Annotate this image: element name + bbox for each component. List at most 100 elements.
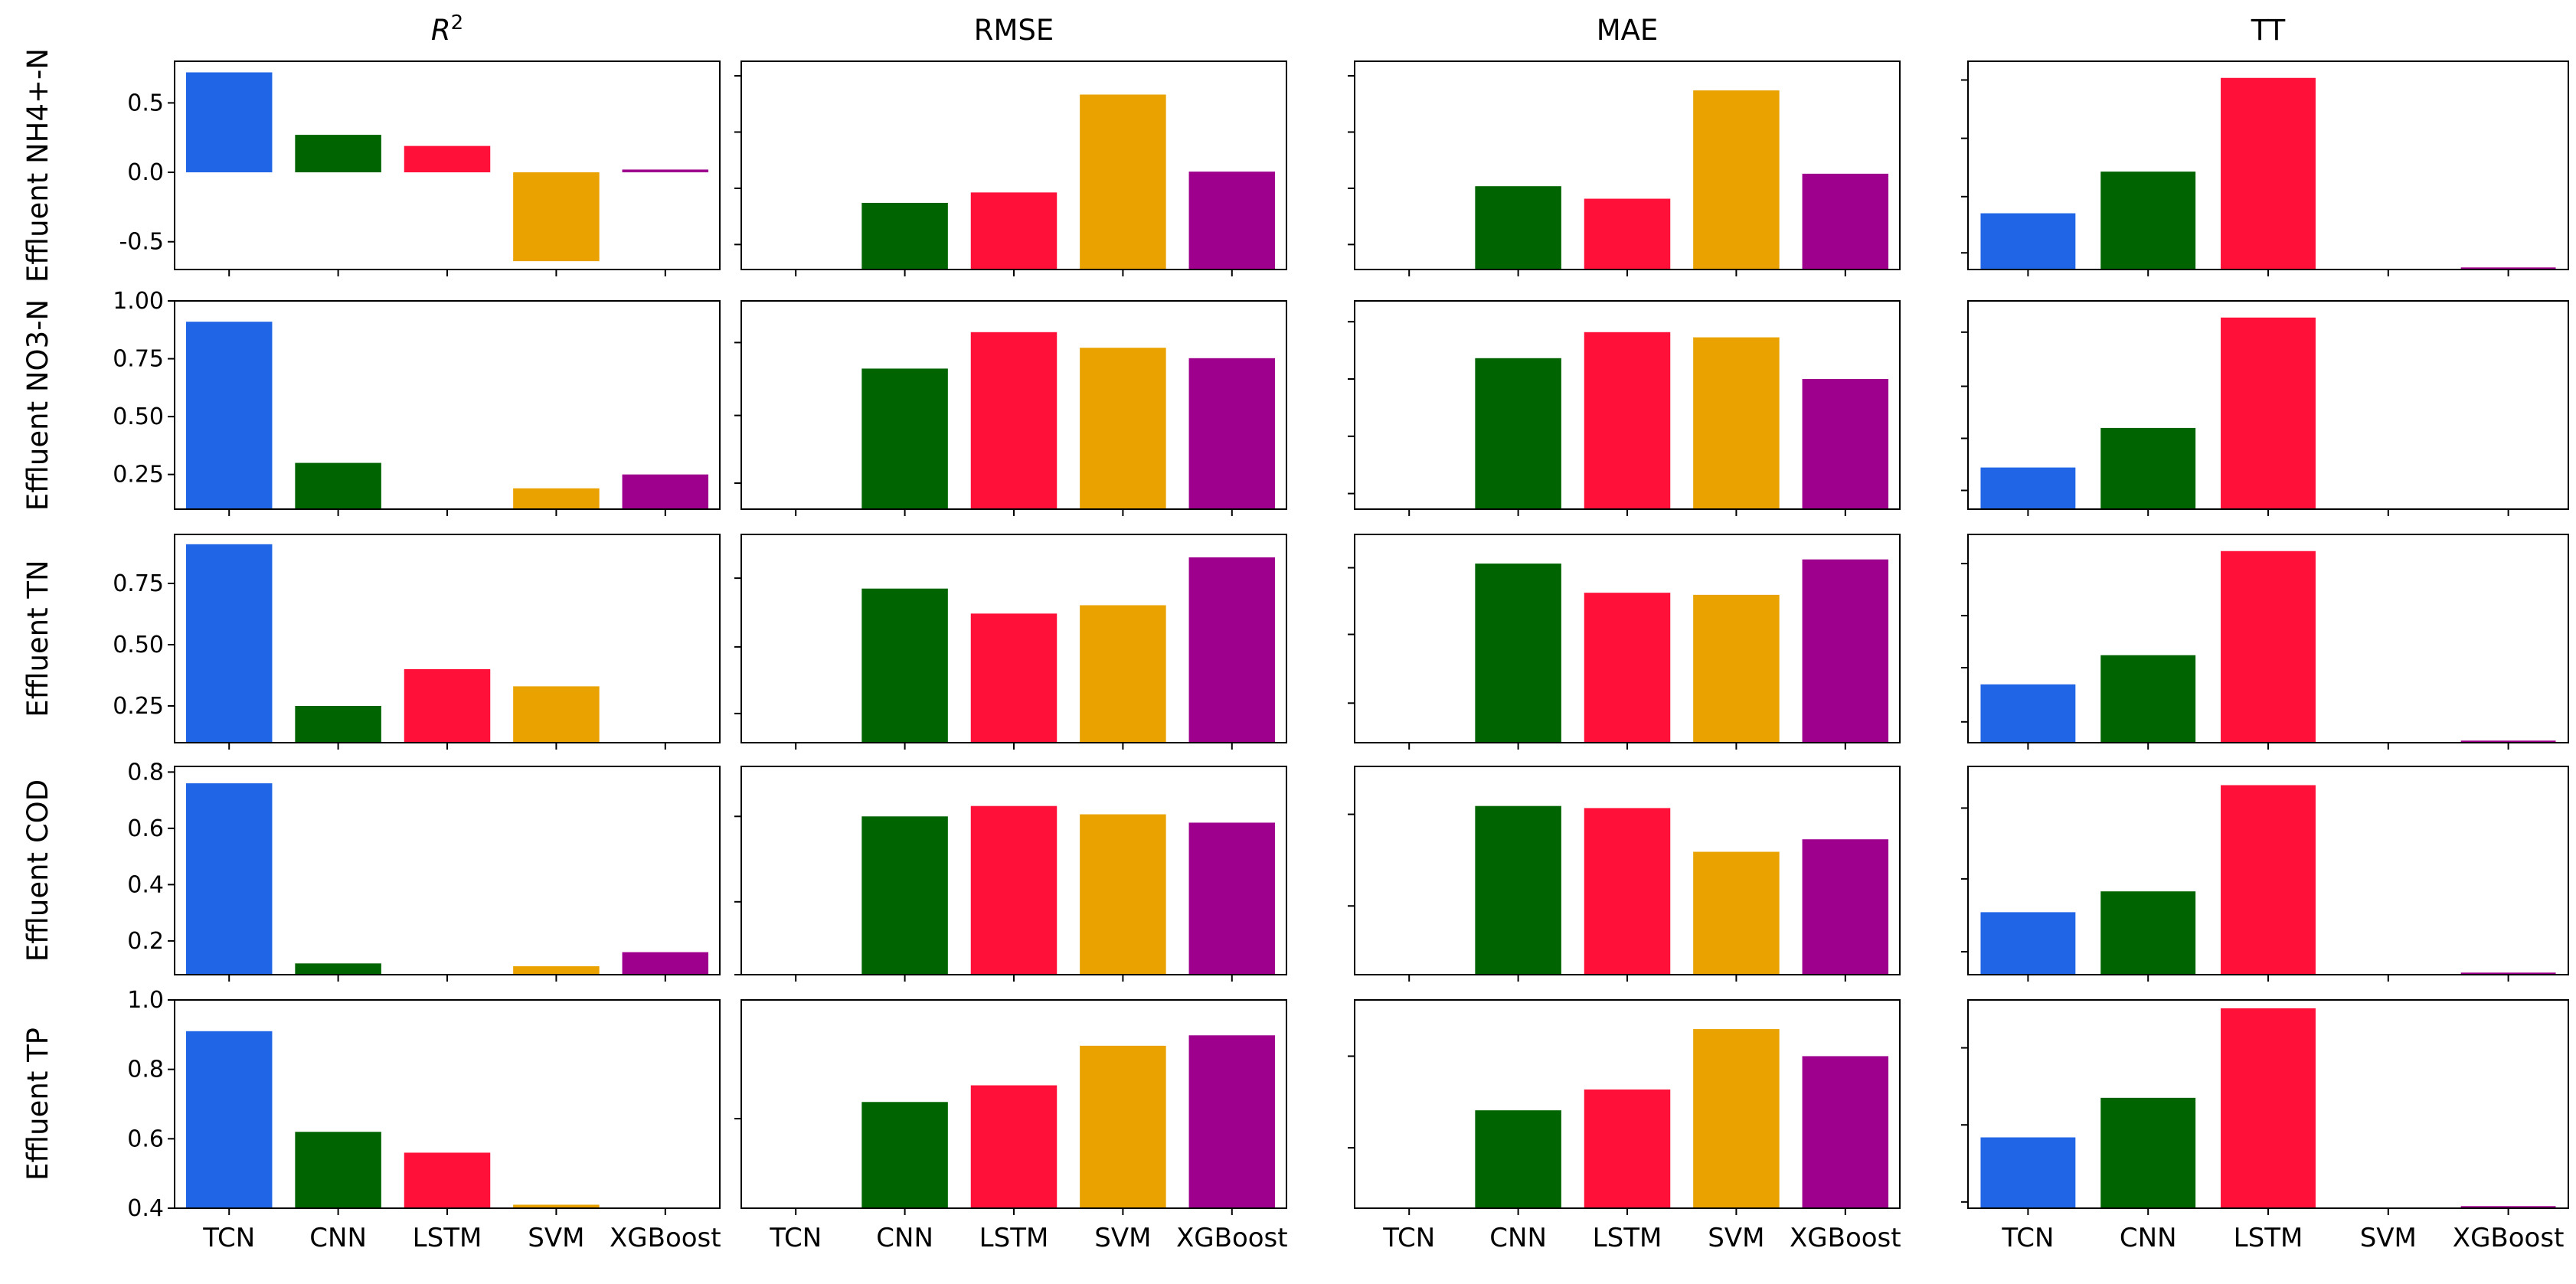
x-tick-label: TCN [2001, 1223, 2054, 1253]
panel [734, 534, 1287, 750]
bar [861, 1102, 948, 1208]
bar [861, 816, 948, 975]
y-tick-label: 1.0 [127, 987, 164, 1014]
y-tick-label: 0.25 [113, 462, 164, 488]
column-title: TT [2251, 14, 2286, 47]
x-tick-label: XGBoost [1176, 1223, 1288, 1253]
panel [1348, 60, 1901, 276]
y-tick-label: 0.8 [127, 1057, 164, 1083]
y-tick-label: 0.50 [113, 403, 164, 430]
column-title: RMSE [974, 14, 1054, 47]
bar [1584, 1089, 1671, 1208]
y-tick-label: -0.5 [119, 229, 164, 256]
bar [1584, 332, 1671, 509]
bar [1584, 808, 1671, 975]
bar [1584, 198, 1671, 270]
panel: TCN CNN LSTM SVM XGBoost [1961, 999, 2569, 1253]
bar [861, 368, 948, 509]
panels-layer: -0.50.00.50.250.500.751.000.250.500.750.… [113, 60, 2569, 1253]
panel [734, 766, 1287, 982]
bar [185, 1031, 273, 1208]
panel [734, 60, 1287, 276]
row-label: Effluent NH4+-N [21, 48, 54, 283]
panel [1961, 534, 2569, 750]
x-tick-label: SVM [1094, 1223, 1151, 1253]
x-tick-label: TCN [1382, 1223, 1435, 1253]
panel: 0.25 0.50 0.75 [113, 534, 721, 750]
x-tick-label: LSTM [1593, 1223, 1662, 1253]
x-tick-label: LSTM [413, 1223, 482, 1253]
bar [513, 686, 600, 743]
bar [1475, 1110, 1561, 1208]
column-title: MAE [1597, 14, 1659, 47]
panel [1961, 766, 2569, 982]
bar [185, 544, 273, 743]
panel [1348, 766, 1901, 982]
bar [404, 1152, 491, 1208]
bar [2100, 427, 2196, 509]
panel [734, 300, 1287, 516]
y-tick-label: 0.0 [127, 159, 164, 186]
row-label: Effluent TP [21, 1028, 54, 1181]
bar [2221, 551, 2316, 743]
bar [1980, 1137, 2076, 1208]
bar [2100, 1097, 2196, 1208]
bar [622, 169, 709, 173]
y-tick-label: 0.4 [127, 1195, 164, 1222]
bar [1080, 94, 1166, 270]
bar [295, 706, 381, 743]
bar [1980, 684, 2076, 743]
bar [513, 1204, 600, 1208]
y-tick-label: 0.5 [127, 90, 164, 116]
bar [2221, 1008, 2316, 1208]
panel [1348, 300, 1901, 516]
panel: -0.5 0.0 0.5 [119, 60, 721, 276]
panel: TCN CNN LSTM SVM XGBoost [734, 999, 1288, 1253]
bar [1080, 814, 1166, 975]
y-tick-label: 0.75 [113, 346, 164, 373]
bar [185, 322, 273, 509]
bar [1980, 467, 2076, 509]
bar [185, 783, 273, 975]
y-tick-label: 0.50 [113, 632, 164, 658]
bar [861, 588, 948, 743]
x-tick-label: SVM [2360, 1223, 2417, 1253]
bar [1980, 213, 2076, 270]
y-tick-label: 0.4 [127, 871, 164, 898]
x-tick-label: SVM [528, 1223, 584, 1253]
y-tick-label: 0.8 [127, 759, 164, 786]
bar [1188, 1035, 1276, 1208]
bar [970, 1085, 1058, 1208]
bar [185, 72, 273, 173]
panel: TCN CNN LSTM SVM XGBoost [1348, 999, 1901, 1253]
bar [404, 145, 491, 173]
column-title: R2 [431, 11, 463, 47]
panel: 0.4 0.6 0.8 1.0 TCN CNN LSTM SVM XGBoost [127, 987, 721, 1253]
bar [1475, 358, 1561, 509]
panel [1348, 534, 1901, 750]
bar [1475, 564, 1561, 743]
bar [1980, 912, 2076, 975]
x-tick-label: CNN [2120, 1223, 2177, 1253]
bar [1584, 593, 1671, 743]
x-tick-label: LSTM [979, 1223, 1049, 1253]
bar [1188, 358, 1276, 509]
panel [1961, 300, 2569, 516]
bar [2100, 172, 2196, 270]
bar [2221, 77, 2316, 270]
row-label: Effluent COD [21, 779, 54, 962]
x-tick-label: CNN [1489, 1223, 1547, 1253]
x-tick-label: LSTM [2234, 1223, 2303, 1253]
bar [1080, 348, 1166, 509]
bar [970, 805, 1058, 975]
bar [1475, 805, 1561, 975]
bar [1693, 90, 1780, 270]
panel: 0.25 0.50 0.75 1.00 [113, 288, 721, 516]
bar [1475, 186, 1561, 270]
bar [622, 952, 709, 975]
bar [513, 965, 600, 975]
bar [2221, 317, 2316, 509]
x-tick-label: SVM [1708, 1223, 1764, 1253]
x-tick-label: XGBoost [610, 1223, 721, 1253]
bar [2460, 972, 2556, 975]
